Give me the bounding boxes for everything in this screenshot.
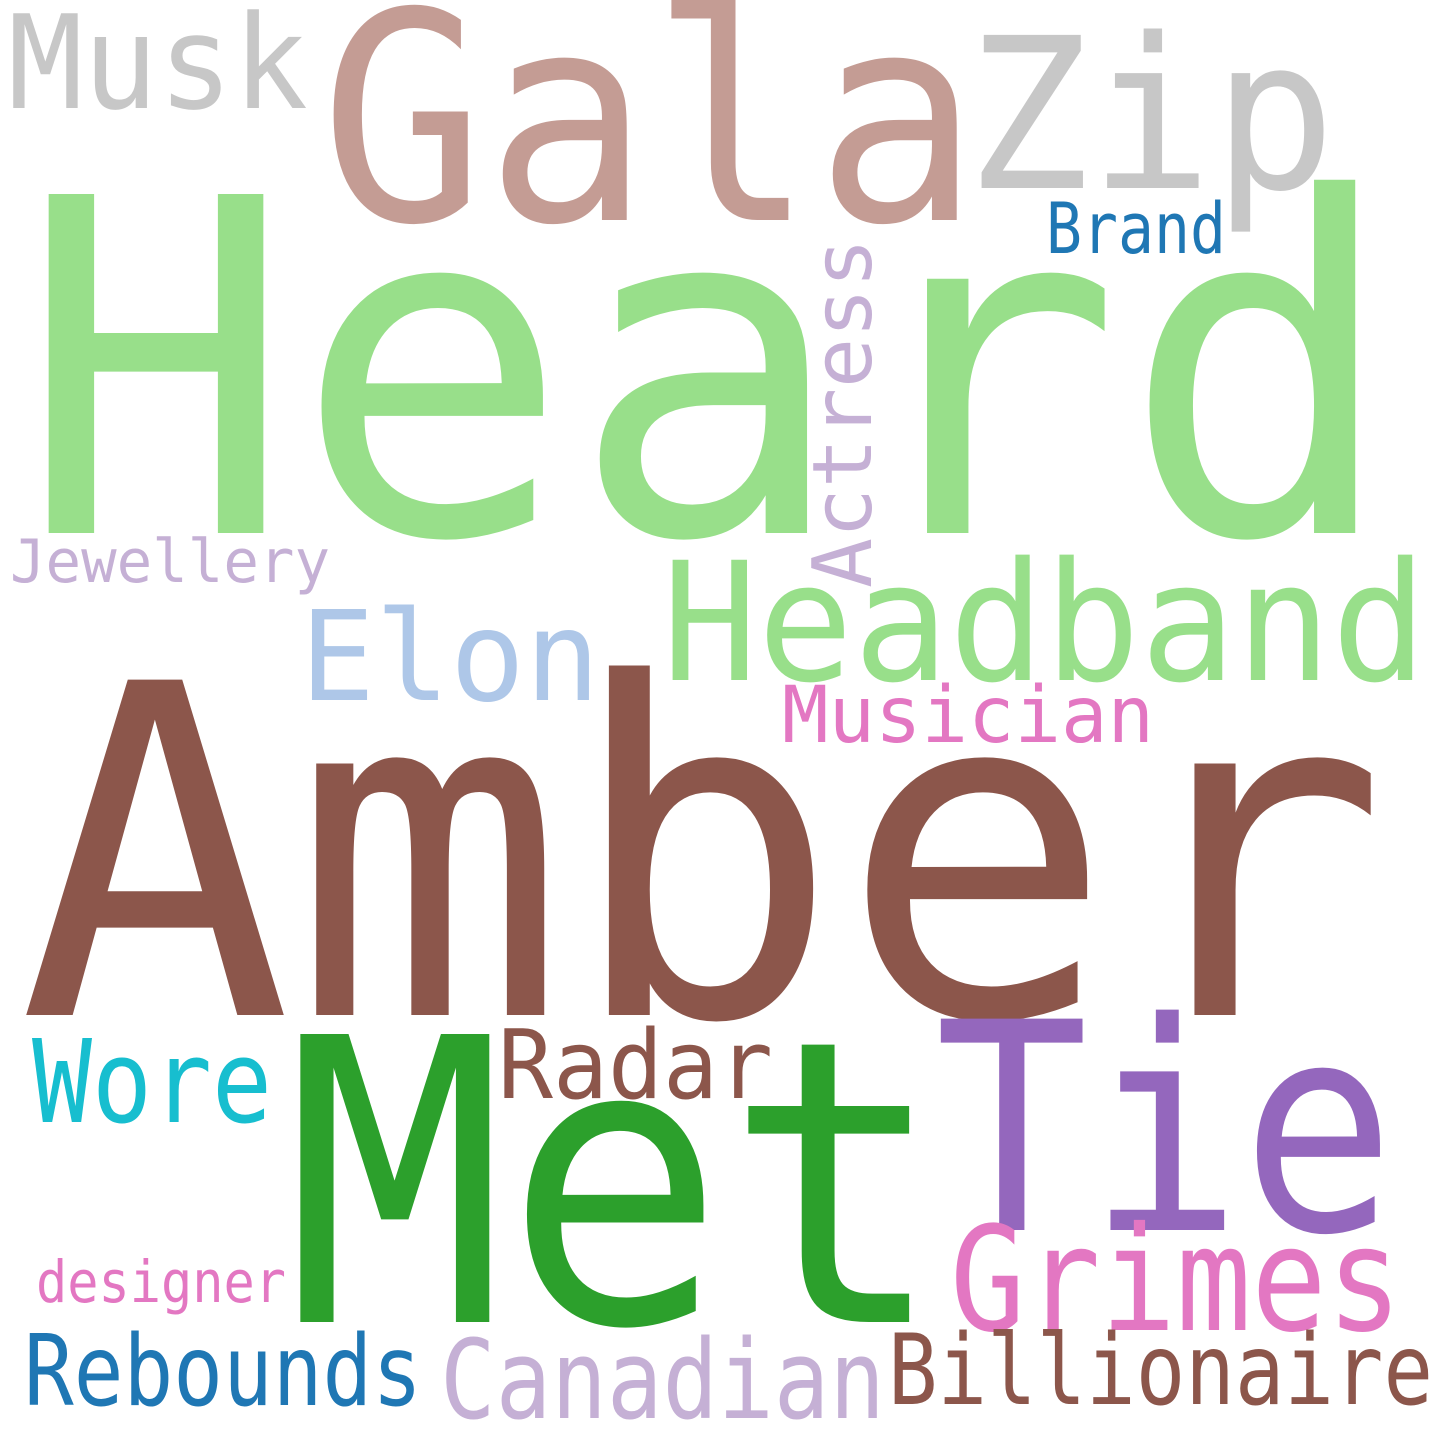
word-zip: Zip xyxy=(966,0,1336,238)
word-designer: designer xyxy=(36,1248,286,1316)
word-heard: Heard xyxy=(18,101,1398,643)
word-billionaire: Billionaire xyxy=(888,1314,1433,1428)
word-rebounds: Rebounds xyxy=(24,1315,422,1429)
word-tie: Tie xyxy=(935,962,1395,1299)
word-gala: Gala xyxy=(320,0,980,289)
word-musk: Musk xyxy=(8,0,308,139)
word-headband: Headband xyxy=(662,527,1427,719)
word-actress: Actress xyxy=(796,238,891,588)
word-canadian: Canadian xyxy=(440,1316,885,1440)
word-grimes: Grimes xyxy=(950,1196,1402,1365)
word-wore: Wore xyxy=(32,1016,272,1150)
word-brand: Brand xyxy=(1046,188,1226,270)
word-radar: Radar xyxy=(498,1011,773,1121)
word-amber: Amber xyxy=(18,589,1388,1124)
word-met: Met xyxy=(285,956,945,1416)
word-musician: Musician xyxy=(782,671,1154,761)
word-elon: Elon xyxy=(300,585,600,730)
word-jewellery: Jewellery xyxy=(10,527,330,597)
